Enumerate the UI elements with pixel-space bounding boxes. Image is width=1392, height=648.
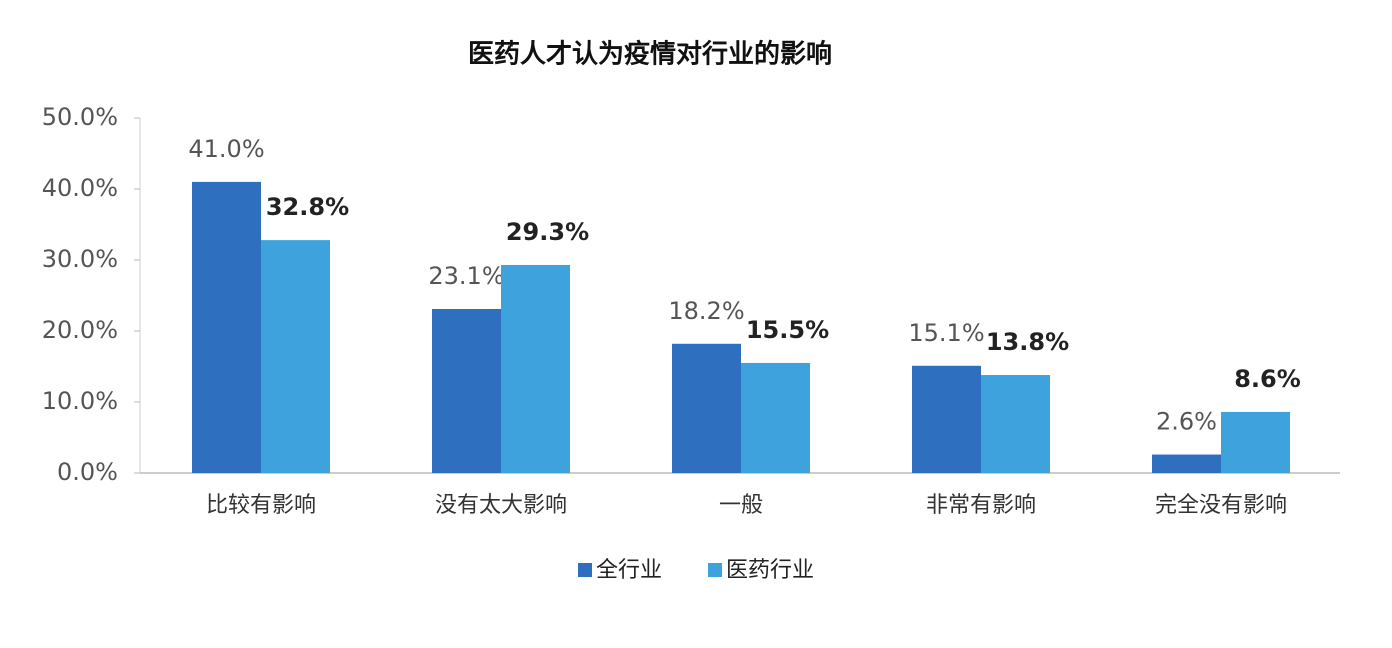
bar — [1152, 454, 1221, 473]
value-label: 8.6% — [1234, 365, 1301, 393]
legend-swatch — [708, 563, 722, 577]
bar — [261, 240, 330, 473]
x-tick-label: 没有太大影响 — [435, 493, 567, 518]
bar — [981, 375, 1050, 473]
x-tick-label: 一般 — [719, 493, 763, 518]
value-label: 15.1% — [908, 319, 984, 347]
bar — [912, 365, 981, 473]
bar — [741, 362, 810, 473]
bar — [1221, 411, 1290, 473]
value-label: 18.2% — [668, 297, 744, 325]
value-label: 32.8% — [266, 193, 349, 221]
legend-swatch — [578, 563, 592, 577]
y-tick-label: 10.0% — [42, 387, 118, 415]
bar — [672, 343, 741, 473]
bar — [501, 264, 570, 473]
value-label: 23.1% — [428, 262, 504, 290]
y-tick-label: 20.0% — [42, 316, 118, 344]
x-tick-label: 非常有影响 — [926, 493, 1036, 518]
chart-title: 医药人才认为疫情对行业的影响 — [468, 39, 832, 70]
y-tick-label: 40.0% — [42, 174, 118, 202]
legend-label: 全行业 — [596, 558, 662, 583]
x-tick-label: 完全没有影响 — [1155, 493, 1287, 518]
value-label: 15.5% — [746, 316, 829, 344]
x-tick-label: 比较有影响 — [206, 493, 316, 518]
y-tick-label: 50.0% — [42, 103, 118, 131]
bar — [192, 181, 261, 473]
value-label: 2.6% — [1156, 408, 1217, 436]
legend-label: 医药行业 — [726, 558, 814, 583]
bar — [432, 308, 501, 473]
value-label: 41.0% — [188, 135, 264, 163]
value-label: 13.8% — [986, 328, 1069, 356]
y-tick-label: 30.0% — [42, 245, 118, 273]
value-label: 29.3% — [506, 218, 589, 246]
y-tick-label: 0.0% — [57, 458, 118, 486]
